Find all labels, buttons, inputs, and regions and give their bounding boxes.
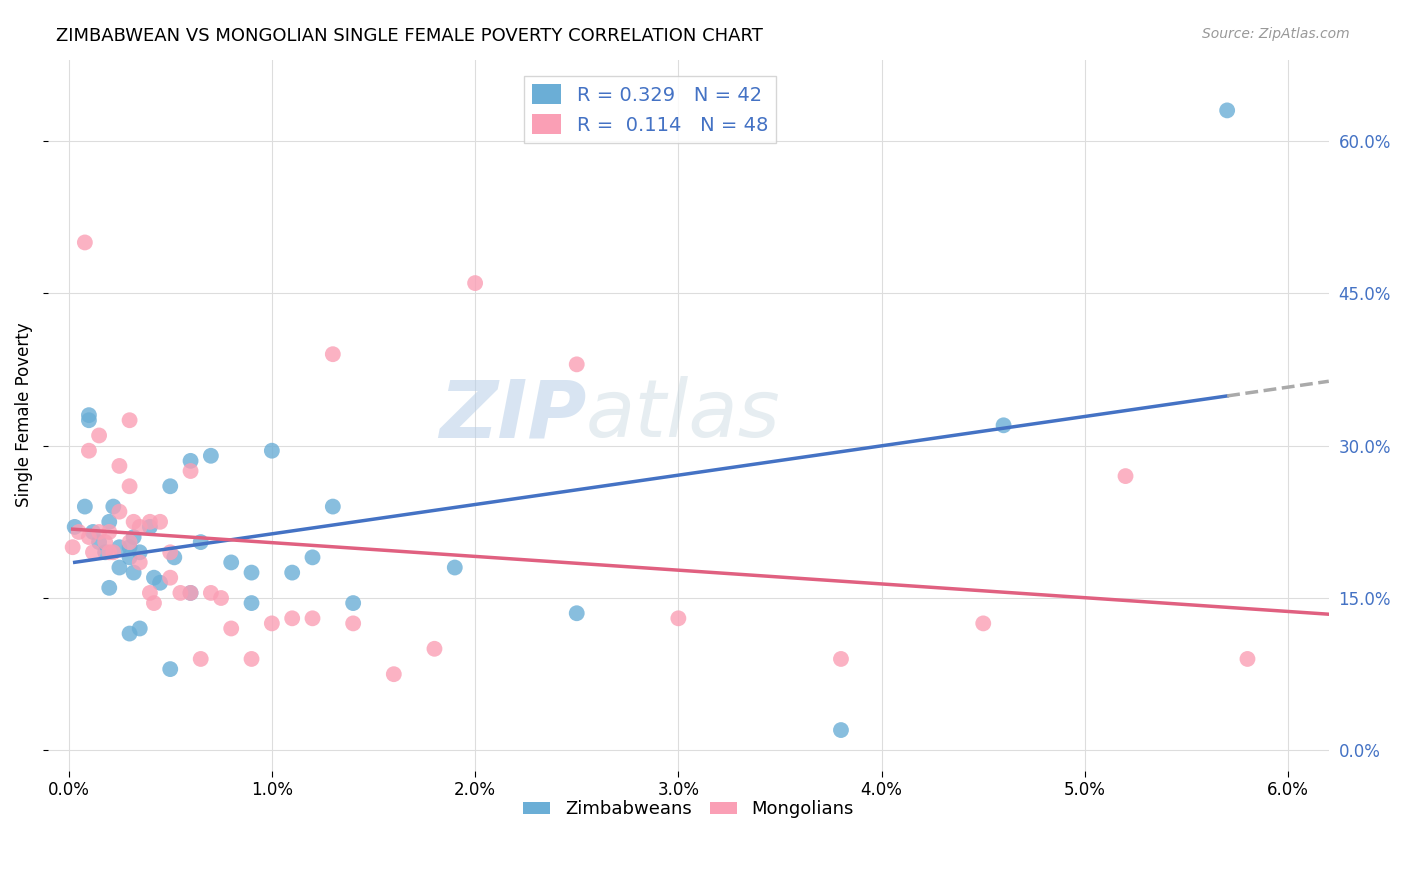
- Point: [301, 550, 323, 565]
- Point: [423, 641, 446, 656]
- Point: [118, 479, 141, 493]
- Point: [122, 530, 145, 544]
- Point: [149, 515, 172, 529]
- Point: [128, 545, 150, 559]
- Point: [94, 545, 117, 559]
- Point: [103, 545, 125, 559]
- Point: [62, 540, 84, 554]
- Point: [240, 652, 263, 666]
- Point: [128, 520, 150, 534]
- Point: [149, 575, 172, 590]
- Point: [143, 571, 166, 585]
- Point: [82, 524, 104, 539]
- Point: [159, 662, 181, 676]
- Point: [77, 530, 100, 544]
- Point: [139, 586, 162, 600]
- Point: [180, 464, 202, 478]
- Point: [443, 560, 465, 574]
- Point: [565, 357, 588, 371]
- Point: [1115, 469, 1137, 483]
- Point: [972, 616, 994, 631]
- Y-axis label: Single Female Poverty: Single Female Poverty: [15, 323, 32, 508]
- Point: [666, 611, 689, 625]
- Point: [190, 652, 212, 666]
- Point: [190, 535, 212, 549]
- Point: [118, 626, 141, 640]
- Point: [73, 235, 96, 250]
- Point: [169, 586, 191, 600]
- Point: [108, 540, 131, 554]
- Point: [163, 550, 186, 565]
- Point: [139, 520, 162, 534]
- Point: [464, 276, 486, 290]
- Point: [830, 723, 852, 737]
- Point: [180, 586, 202, 600]
- Point: [830, 652, 852, 666]
- Legend: Zimbabweans, Mongolians: Zimbabweans, Mongolians: [516, 793, 860, 826]
- Point: [103, 500, 125, 514]
- Text: atlas: atlas: [586, 376, 780, 454]
- Point: [108, 458, 131, 473]
- Point: [342, 596, 364, 610]
- Point: [128, 556, 150, 570]
- Point: [322, 347, 344, 361]
- Point: [98, 515, 121, 529]
- Point: [94, 535, 117, 549]
- Point: [77, 443, 100, 458]
- Point: [118, 540, 141, 554]
- Point: [240, 596, 263, 610]
- Point: [159, 479, 181, 493]
- Point: [87, 428, 110, 442]
- Point: [87, 535, 110, 549]
- Point: [180, 454, 202, 468]
- Point: [118, 550, 141, 565]
- Point: [128, 622, 150, 636]
- Point: [1216, 103, 1239, 118]
- Point: [260, 443, 283, 458]
- Point: [139, 515, 162, 529]
- Text: Source: ZipAtlas.com: Source: ZipAtlas.com: [1202, 27, 1350, 41]
- Point: [77, 408, 100, 422]
- Point: [200, 449, 222, 463]
- Point: [67, 524, 90, 539]
- Point: [73, 500, 96, 514]
- Point: [63, 520, 86, 534]
- Point: [219, 622, 242, 636]
- Point: [108, 505, 131, 519]
- Point: [1236, 652, 1258, 666]
- Point: [98, 545, 121, 559]
- Point: [118, 413, 141, 427]
- Point: [98, 581, 121, 595]
- Text: ZIMBABWEAN VS MONGOLIAN SINGLE FEMALE POVERTY CORRELATION CHART: ZIMBABWEAN VS MONGOLIAN SINGLE FEMALE PO…: [56, 27, 763, 45]
- Point: [342, 616, 364, 631]
- Point: [281, 611, 304, 625]
- Point: [180, 586, 202, 600]
- Point: [260, 616, 283, 631]
- Point: [281, 566, 304, 580]
- Point: [87, 524, 110, 539]
- Point: [565, 606, 588, 620]
- Point: [77, 413, 100, 427]
- Point: [209, 591, 232, 605]
- Point: [122, 566, 145, 580]
- Point: [108, 560, 131, 574]
- Point: [240, 566, 263, 580]
- Point: [301, 611, 323, 625]
- Point: [219, 556, 242, 570]
- Point: [98, 524, 121, 539]
- Point: [143, 596, 166, 610]
- Point: [82, 545, 104, 559]
- Point: [159, 545, 181, 559]
- Text: ZIP: ZIP: [439, 376, 586, 454]
- Point: [993, 418, 1015, 433]
- Point: [322, 500, 344, 514]
- Point: [118, 535, 141, 549]
- Point: [159, 571, 181, 585]
- Point: [382, 667, 405, 681]
- Point: [200, 586, 222, 600]
- Point: [122, 515, 145, 529]
